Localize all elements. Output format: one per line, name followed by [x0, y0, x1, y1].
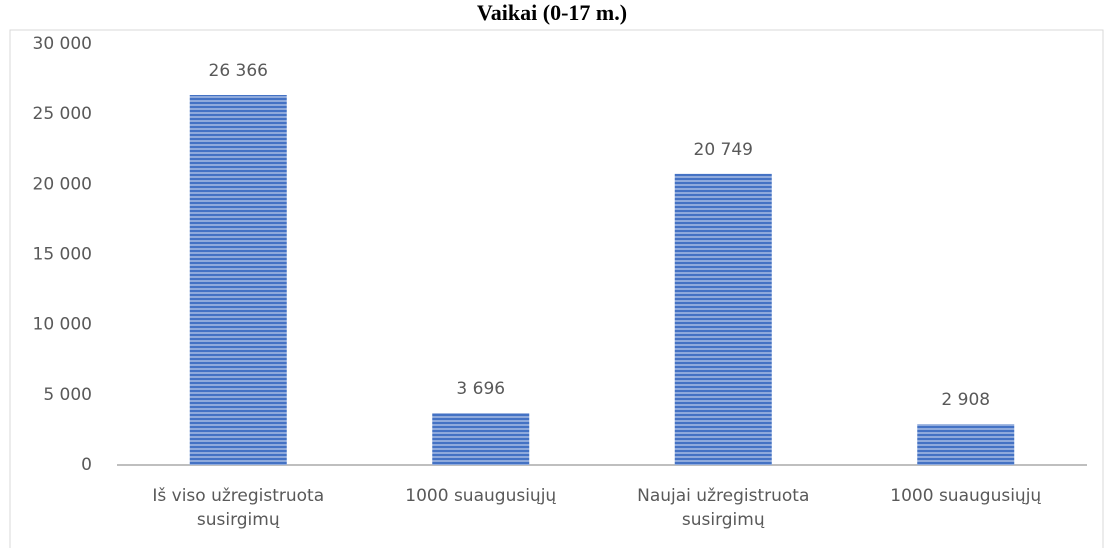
frame [9, 29, 1104, 548]
x-tick-label: Iš viso užregistruota susirgimų [152, 486, 325, 530]
bar [432, 413, 530, 465]
y-tick-label: 20 000 [33, 174, 92, 194]
bar [674, 173, 772, 465]
y-tick-label: 5 000 [43, 385, 92, 405]
y-tick-label: 0 [81, 455, 92, 475]
x-tick-label: 1000 suaugusiųjų [405, 486, 557, 506]
bar [189, 94, 287, 465]
bar [917, 424, 1015, 465]
x-tick-label: 1000 suaugusiųjų [890, 486, 1042, 506]
y-tick-label: 15 000 [33, 245, 92, 265]
data-label: 26 366 [209, 61, 268, 81]
data-label: 3 696 [456, 379, 505, 399]
y-tick-label: 25 000 [33, 104, 92, 124]
y-tick-label: 30 000 [33, 34, 92, 54]
data-label: 20 749 [694, 140, 753, 160]
chart-title: Vaikai (0-17 m.) [477, 0, 627, 25]
x-tick-label: Naujai užregistruota susirgimų [637, 486, 810, 530]
data-label: 2 908 [941, 390, 990, 410]
y-tick-label: 10 000 [33, 315, 92, 335]
